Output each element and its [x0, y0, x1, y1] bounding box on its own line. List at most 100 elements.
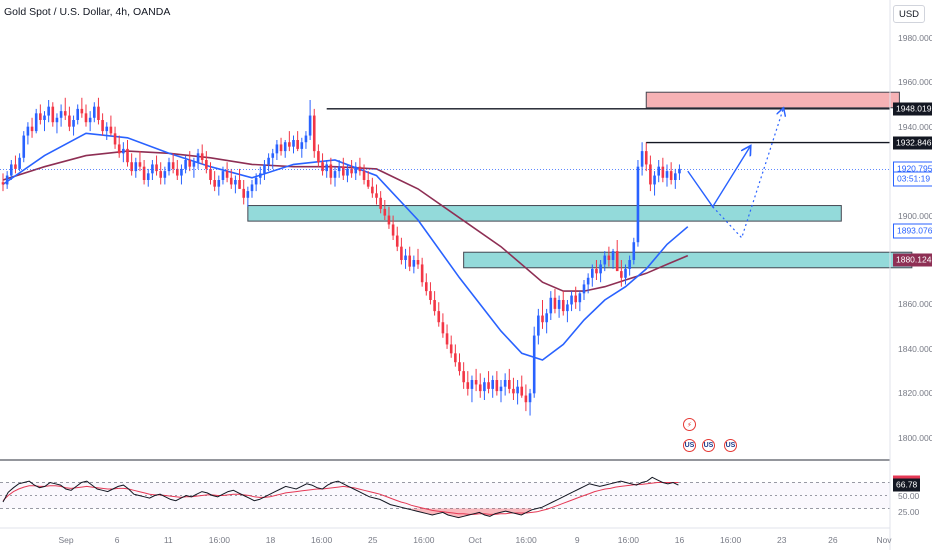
symbol-title[interactable]: Gold Spot / U.S. Dollar, 4h, OANDA [4, 6, 171, 18]
candle [188, 151, 192, 172]
candle-body [375, 193, 378, 198]
candle [10, 160, 13, 180]
candle-body [441, 322, 445, 334]
high-level-badge: 1932.846 [893, 136, 932, 150]
time-tick: 16:00 [310, 535, 333, 545]
candle [180, 164, 183, 185]
candle [279, 137, 283, 156]
candle [55, 113, 59, 134]
candle [624, 264, 627, 285]
candle [661, 157, 665, 183]
candle [234, 175, 237, 194]
candle [43, 111, 46, 132]
candle [620, 260, 623, 287]
candle-body [142, 166, 146, 180]
candle-body [462, 371, 465, 383]
candle-body [317, 151, 320, 163]
candle-body [603, 255, 607, 265]
candle-body [632, 242, 636, 260]
countdown-badge: 03:51:19 [893, 171, 932, 187]
candle-body [333, 171, 337, 178]
price-tick: 1860.000 [898, 299, 932, 310]
candle-body [97, 106, 100, 120]
time-tick: 9 [574, 535, 580, 545]
candle-body [674, 173, 677, 180]
ma-fast-badge: 1893.076 [893, 223, 932, 239]
rsi-line [2, 476, 679, 519]
us-flag-event-icon[interactable]: US [724, 439, 737, 452]
candle [395, 226, 399, 252]
support-zone-lower [463, 251, 913, 269]
candle-body [508, 380, 511, 389]
candle-body [599, 264, 602, 274]
candle [483, 377, 486, 400]
candle-body [300, 142, 304, 149]
candle-body [653, 175, 656, 185]
candle [607, 246, 611, 267]
candle-body [134, 162, 138, 172]
candle-body [433, 300, 436, 312]
ma-slow-line [2, 150, 689, 292]
candle-body [308, 115, 312, 136]
candle-body [192, 162, 196, 167]
candle-body [470, 380, 474, 389]
candle-body [487, 382, 490, 389]
candle [640, 142, 644, 176]
candle-body [350, 168, 353, 174]
candle [300, 137, 304, 158]
candle-body [404, 255, 407, 260]
candle-body [458, 362, 461, 372]
candle-body [84, 113, 88, 123]
candle-body [466, 382, 470, 389]
candle [267, 153, 270, 172]
rsi-value-badge: 66.78 [893, 478, 921, 492]
candle-body [620, 271, 623, 278]
dividend-bolt-icon[interactable]: ⚡ [683, 418, 696, 431]
candle-body [342, 166, 345, 176]
candle [163, 166, 167, 185]
candle-body [184, 160, 187, 169]
candle-body [26, 126, 30, 136]
candle-body [254, 177, 258, 185]
candle-body [39, 113, 42, 120]
candle [358, 157, 362, 176]
candle-body [43, 115, 46, 120]
price-tick: 1800.000 [898, 432, 932, 443]
candle [167, 157, 171, 176]
time-tick: 18 [265, 535, 276, 545]
candle [18, 153, 21, 172]
ma-slow-badge: 1880.124 [893, 253, 932, 267]
candle-body [196, 153, 200, 163]
candle [371, 177, 374, 198]
us-flag-event-icon[interactable]: US [683, 439, 696, 452]
candle-body [246, 191, 250, 198]
candle [487, 371, 490, 394]
candle-body [495, 380, 499, 392]
moving-averages-layer [2, 132, 689, 361]
candle [408, 246, 411, 272]
candle-body [122, 148, 125, 154]
candle [491, 375, 494, 398]
candle [213, 171, 216, 192]
price-tick: 1960.000 [898, 77, 932, 88]
candle-body [512, 388, 515, 394]
time-tick: Nov [876, 535, 892, 545]
resistance-zone [645, 91, 900, 109]
us-flag-event-icon[interactable]: US [702, 439, 715, 452]
candle-body [445, 333, 449, 345]
candle-body [76, 108, 79, 120]
candle [557, 295, 561, 318]
candle-body [93, 106, 96, 118]
candle-body [478, 384, 482, 392]
candle [292, 135, 295, 154]
time-tick: 16:00 [719, 535, 742, 545]
candle-body [532, 335, 536, 394]
candle [354, 162, 358, 180]
candle-body [209, 168, 212, 180]
candle [441, 313, 445, 338]
candle [217, 175, 221, 196]
candle [644, 142, 648, 172]
currency-button[interactable]: USD [893, 5, 925, 23]
candle [200, 144, 204, 165]
